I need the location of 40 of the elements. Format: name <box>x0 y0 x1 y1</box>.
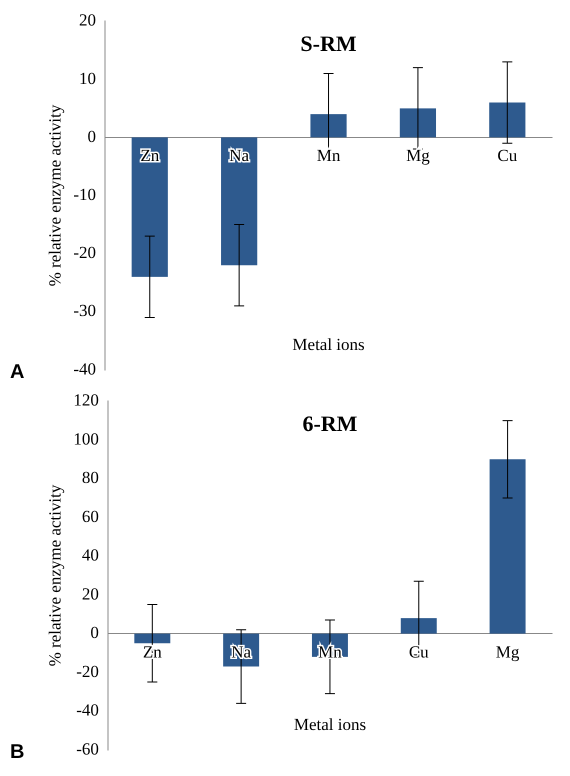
text: A <box>10 361 24 384</box>
y-axis-title: % relative enzyme activity <box>46 484 65 666</box>
text: 6-RM <box>302 411 358 436</box>
y-tick-label: -10 <box>73 184 96 204</box>
y-tick-label: -20 <box>73 243 96 262</box>
x-tick-label: Na <box>229 146 250 166</box>
bar <box>132 137 168 277</box>
y-tick-label: 60 <box>82 506 99 526</box>
y-tick-label: 0 <box>90 623 99 642</box>
y-tick-label: -20 <box>76 662 99 681</box>
y-tick-label: 80 <box>82 468 99 488</box>
bar <box>400 618 437 634</box>
x-tick-label: Cu <box>408 642 430 662</box>
x-tick-label: Cu <box>497 146 518 166</box>
bar <box>400 108 436 138</box>
text: S-RM <box>300 31 357 56</box>
x-tick-label: Mg <box>406 146 430 166</box>
y-tick-label: 40 <box>82 546 99 565</box>
bar <box>134 634 170 644</box>
x-tick-label: Zn <box>140 146 160 166</box>
y-axis-title: % relative enzyme activity <box>46 104 65 286</box>
y-tick-label: 100 <box>73 429 99 448</box>
y-tick-label: 10 <box>79 68 96 88</box>
x-axis-title: Metal ions <box>294 714 366 734</box>
bar <box>490 459 526 634</box>
text: B <box>10 741 24 764</box>
bar <box>221 137 258 266</box>
bar <box>310 114 347 138</box>
x-tick-label: Mg <box>496 642 520 662</box>
x-axis-title: Metal ions <box>292 334 365 354</box>
y-tick-label: 0 <box>88 126 96 146</box>
y-tick-label: -40 <box>76 700 99 720</box>
y-tick-label: -60 <box>76 739 99 758</box>
y-tick-label: -30 <box>73 301 96 320</box>
y-tick-label: -40 <box>73 359 96 378</box>
y-tick-label: 20 <box>82 584 99 604</box>
bar <box>489 102 526 138</box>
y-tick-label: 20 <box>79 10 96 30</box>
y-tick-label: 120 <box>73 390 99 410</box>
x-tick-label: Mn <box>316 146 341 166</box>
